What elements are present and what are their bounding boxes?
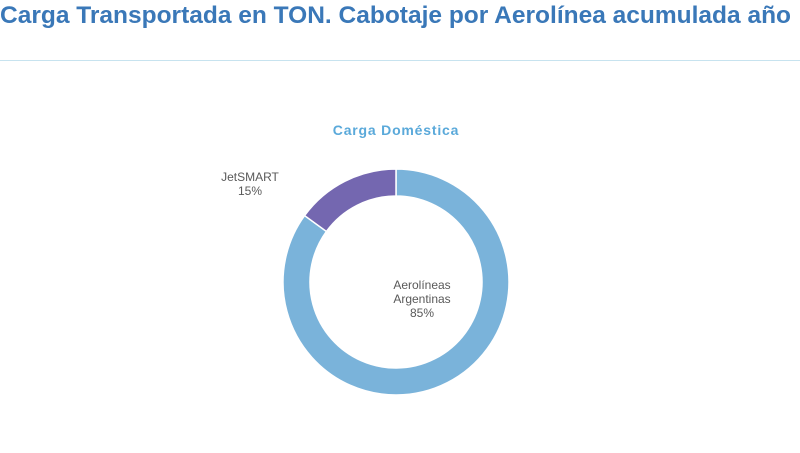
page-title: Carga Transportada en TON. Cabotaje por …: [0, 2, 791, 29]
title-divider: [0, 60, 800, 61]
donut-slice-0: [282, 168, 510, 396]
slice-label-1: JetSMART 15%: [221, 170, 279, 198]
donut-slice-1: [303, 168, 397, 233]
chart-title: Carga Doméstica: [333, 122, 459, 138]
donut-slices: [282, 168, 510, 396]
slice-label-0: Aerolíneas Argentinas 85%: [393, 278, 450, 320]
slice-labels: Aerolíneas Argentinas 85% JetSMART 15%: [221, 170, 451, 320]
